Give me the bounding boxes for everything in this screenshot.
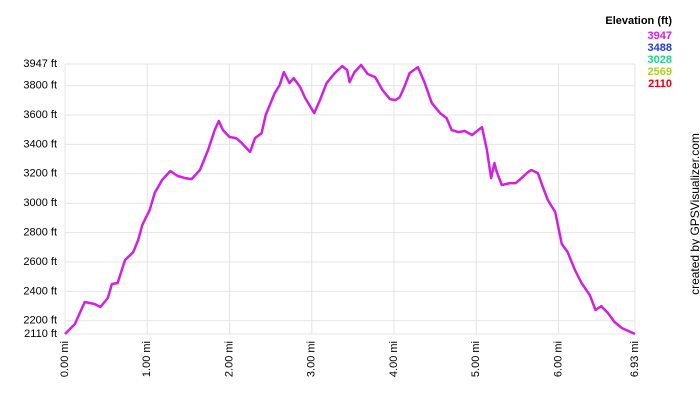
y-tick-label: 2600 ft (23, 256, 57, 268)
legend-title: Elevation (ft) (605, 15, 672, 27)
legend-value: 2110 (648, 78, 672, 90)
legend-value: 2569 (648, 66, 672, 78)
y-tick-label: 3000 ft (23, 197, 57, 209)
y-tick-label: 3200 ft (23, 168, 57, 180)
y-tick-label: 3400 ft (23, 138, 57, 150)
x-tick-label: 3.00 mi (306, 341, 318, 377)
credit: created by GPSVisualizer.com (688, 133, 700, 295)
legend-value: 3028 (648, 54, 672, 66)
elevation-line (64, 63, 636, 336)
x-tick-label: 2.00 mi (223, 341, 235, 377)
y-tick-label: 2200 ft (23, 315, 57, 327)
y-tick-label: 2800 ft (23, 226, 57, 238)
y-tick-label: 3600 ft (23, 109, 57, 121)
y-tick-label: 2400 ft (23, 285, 57, 297)
legend-value: 3488 (648, 42, 672, 54)
y-tick-label: 3800 ft (23, 80, 57, 92)
x-tick-label: 0.00 mi (59, 341, 71, 377)
legend-value: 3947 (648, 30, 672, 42)
x-tick-label: 6.93 mi (629, 341, 641, 377)
y-tick-label: 3947 ft (23, 58, 57, 70)
y-tick-label: 2110 ft (24, 328, 57, 340)
x-tick-label: 6.00 mi (552, 341, 564, 377)
x-tick-label: 5.00 mi (470, 341, 482, 377)
x-tick-label: 1.00 mi (141, 341, 153, 377)
x-tick-label: 4.00 mi (388, 341, 400, 377)
